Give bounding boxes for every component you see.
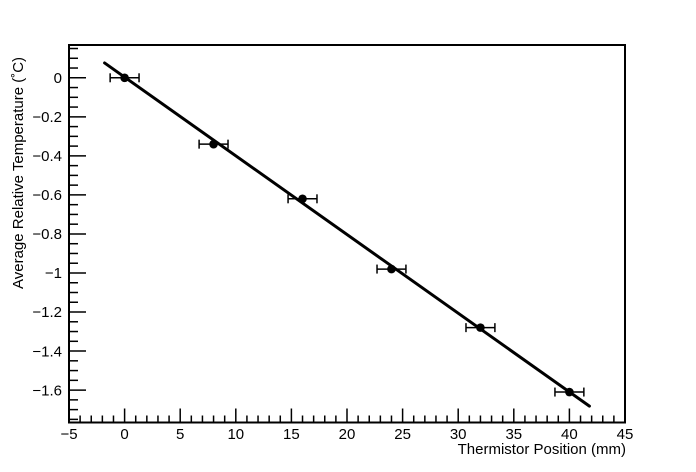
x-tick-label: 30: [450, 426, 467, 443]
y-axis-title: Average Relative Temperature (˚C): [10, 56, 27, 289]
y-tick-label: −0.2: [32, 109, 62, 126]
data-point-marker: [209, 139, 218, 149]
y-tick-label: −0.6: [32, 187, 62, 204]
y-tick-label: −1.2: [32, 304, 62, 321]
y-tick-label: −1: [45, 265, 62, 282]
x-tick-label: 25: [394, 426, 411, 443]
data-point-marker: [298, 194, 307, 204]
data-point-marker: [565, 387, 574, 397]
y-tick-label: −1.6: [32, 382, 62, 399]
y-tick-label: −0.8: [32, 226, 62, 243]
data-point-marker: [387, 264, 396, 274]
x-tick-label: 10: [227, 426, 244, 443]
data-point-marker: [120, 73, 129, 83]
x-axis-title: Thermistor Position (mm): [457, 441, 626, 458]
y-tick-label: −1.4: [32, 343, 62, 360]
x-tick-label: 5: [176, 426, 184, 443]
x-tick-label: 15: [283, 426, 300, 443]
x-tick-label: 0: [120, 426, 128, 443]
x-tick-label: 45: [617, 426, 634, 443]
y-tick-label: −0.4: [32, 148, 62, 165]
x-tick-label: 35: [505, 426, 522, 443]
x-tick-label: −5: [60, 426, 77, 443]
data-point-marker: [476, 323, 485, 332]
fit-line: [103, 61, 591, 408]
x-tick-label: 40: [561, 426, 578, 443]
y-tick-label: 0: [54, 70, 62, 87]
x-tick-label: 20: [339, 426, 356, 443]
